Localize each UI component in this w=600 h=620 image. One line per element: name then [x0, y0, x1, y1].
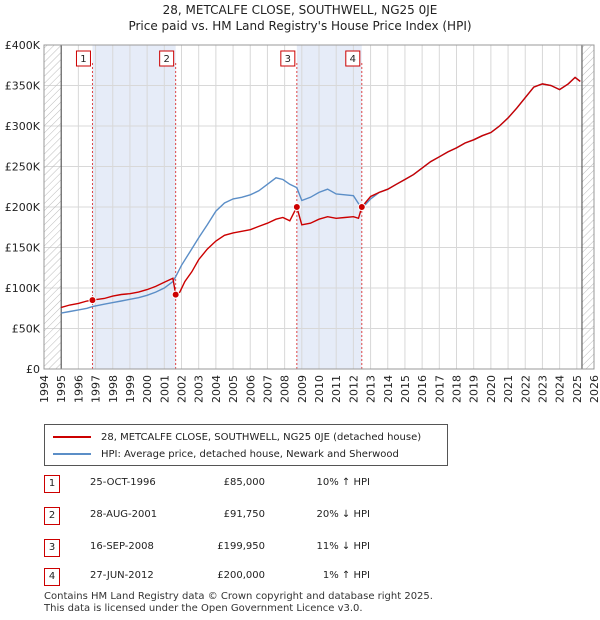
x-tick-label: 1999	[124, 375, 137, 403]
transaction-hpi: 11% ↓ HPI	[316, 541, 370, 552]
x-tick-label: 1994	[38, 375, 51, 403]
transaction-price: £91,750	[223, 509, 265, 520]
x-tick-label: 2010	[313, 375, 326, 403]
transaction-hpi: 10% ↑ HPI	[316, 477, 370, 488]
legend-label-hpi: HPI: Average price, detached house, Newa…	[101, 448, 399, 460]
x-tick-label: 2015	[399, 375, 412, 403]
y-tick-label: £400K	[5, 39, 41, 52]
x-tick-label: 2019	[468, 375, 481, 403]
transaction-number: 4	[44, 568, 60, 586]
sale-point	[88, 296, 97, 305]
x-tick-label: 1997	[90, 375, 103, 403]
x-tick-label: 1995	[55, 375, 68, 403]
x-tick-label: 2025	[571, 375, 584, 403]
no-data-hatch-right	[581, 45, 594, 369]
transaction-date: 25-OCT-1996	[90, 477, 156, 488]
transaction-number: 3	[44, 539, 60, 557]
sale-label: 3	[285, 54, 291, 65]
x-tick-label: 2006	[244, 375, 257, 403]
y-tick-label: £350K	[5, 80, 41, 93]
sale-label: 2	[163, 54, 169, 65]
x-tick-label: 2000	[141, 375, 154, 403]
transaction-date: 16-SEP-2008	[90, 541, 154, 552]
transaction-date: 27-JUN-2012	[90, 570, 154, 581]
x-tick-label: 2020	[485, 375, 498, 403]
transaction-hpi: 1% ↑ HPI	[322, 570, 370, 581]
price-chart: 1 2 3 4 £0 £50K £100K £150K £200K £250K £300K £350K…	[5, 39, 600, 403]
x-tick-label: 1998	[107, 375, 120, 403]
chart-legend: 28, METCALFE CLOSE, SOUTHWELL, NG25 0JE …	[44, 424, 448, 466]
transaction-date: 28-AUG-2001	[90, 509, 158, 520]
x-tick-label: 2016	[416, 375, 429, 403]
legend-item-hpi: HPI: Average price, detached house, Newa…	[53, 446, 399, 462]
x-tick-label: 1996	[72, 375, 85, 403]
x-tick-label: 2017	[433, 375, 446, 403]
transaction-number: 2	[44, 507, 60, 525]
footer-licence: This data is licensed under the Open Gov…	[44, 603, 363, 614]
chart-subtitle: Price paid vs. HM Land Registry's House …	[128, 19, 472, 33]
x-tick-label: 2008	[279, 375, 292, 403]
x-tick-label: 2021	[502, 375, 515, 403]
x-tick-label: 2024	[554, 375, 567, 403]
x-tick-label: 2013	[365, 375, 378, 403]
x-tick-label: 2026	[588, 375, 600, 403]
footer-copyright: Contains HM Land Registry data © Crown c…	[44, 591, 433, 602]
sale-label-box	[280, 50, 296, 67]
legend-swatch-red	[53, 436, 91, 438]
transaction-price: £199,950	[217, 541, 265, 552]
x-tick-label: 2012	[347, 375, 360, 403]
x-tick-label: 2009	[296, 375, 309, 403]
y-tick-label: £100K	[5, 282, 41, 295]
transaction-number: 1	[44, 475, 60, 493]
y-tick-label: £150K	[5, 242, 41, 255]
transaction-price: £85,000	[223, 477, 265, 488]
x-tick-label: 2002	[176, 375, 189, 403]
chart-title-address: 28, METCALFE CLOSE, SOUTHWELL, NG25 0JE	[162, 3, 438, 17]
x-tick-label: 2022	[519, 375, 532, 403]
x-tick-label: 2011	[330, 375, 343, 403]
x-tick-label: 2005	[227, 375, 240, 403]
legend-item-property: 28, METCALFE CLOSE, SOUTHWELL, NG25 0JE …	[53, 429, 421, 445]
x-tick-label: 2023	[536, 375, 549, 403]
no-data-hatch-left	[44, 45, 62, 369]
x-tick-label: 2007	[261, 375, 274, 403]
sale-point	[171, 290, 180, 299]
sale-label-box	[159, 50, 175, 67]
y-tick-label: £0	[26, 363, 40, 376]
plot-frame	[43, 44, 595, 370]
sale-point	[357, 203, 366, 211]
x-tick-label: 2018	[451, 375, 464, 403]
transaction-price: £200,000	[217, 570, 265, 581]
y-tick-label: £200K	[5, 201, 41, 214]
sale-label: 4	[350, 54, 356, 65]
x-tick-label: 2003	[193, 375, 206, 403]
x-tick-label: 2001	[158, 375, 171, 403]
x-tick-label: 2004	[210, 375, 223, 403]
y-tick-label: £50K	[12, 323, 41, 336]
sale-label: 1	[80, 54, 86, 65]
transaction-hpi: 20% ↓ HPI	[316, 509, 370, 520]
sale-label-box	[75, 50, 91, 67]
x-tick-label: 2014	[382, 375, 395, 403]
y-tick-label: £300K	[5, 120, 41, 133]
sale-point	[292, 203, 301, 212]
sale-label-box	[345, 50, 361, 67]
legend-label-property: 28, METCALFE CLOSE, SOUTHWELL, NG25 0JE …	[101, 431, 422, 443]
y-tick-label: £250K	[5, 161, 41, 174]
property-series-line	[61, 76, 581, 309]
legend-swatch-blue	[53, 453, 91, 455]
